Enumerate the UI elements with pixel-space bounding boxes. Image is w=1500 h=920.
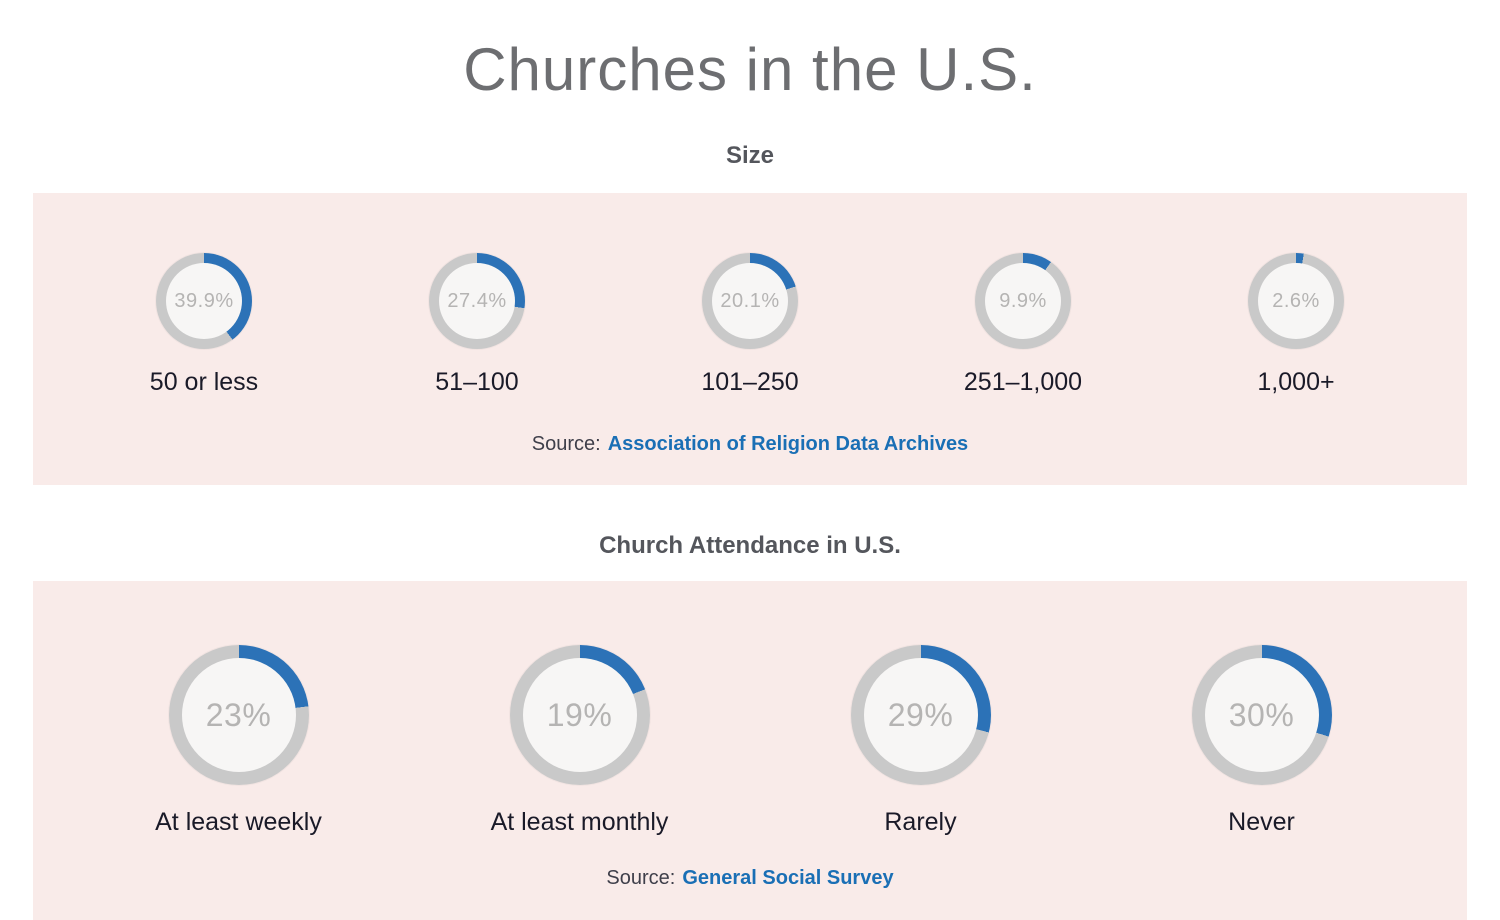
donut-hole: 19% xyxy=(522,658,637,772)
donut-hole: 2.6% xyxy=(1258,263,1334,339)
attendance-chart-band: 23% At least weekly 19% At least monthly 29%… xyxy=(33,581,1467,920)
donut-chart: 29% xyxy=(850,645,991,785)
donut-value: 9.9% xyxy=(999,289,1047,312)
donut-label: 51–100 xyxy=(435,368,519,396)
donut-hole: 30% xyxy=(1204,658,1319,772)
donut-label: Rarely xyxy=(884,808,957,836)
donut-item: 39.9% 50 or less xyxy=(68,253,341,397)
donut-hole: 29% xyxy=(863,658,978,772)
donut-chart: 30% xyxy=(1191,645,1332,785)
donut-hole: 39.9% xyxy=(166,263,242,339)
source-link-general-social-survey[interactable]: General Social Survey xyxy=(682,867,894,889)
donut-value: 2.6% xyxy=(1272,289,1320,312)
donut-item: 23% At least weekly xyxy=(68,645,409,837)
donut-chart: 19% xyxy=(509,645,650,785)
donut-chart: 2.6% xyxy=(1248,253,1344,349)
attendance-donut-row: 23% At least weekly 19% At least monthly 29%… xyxy=(33,581,1467,837)
donut-label: 50 or less xyxy=(149,368,259,396)
source-prefix: Source: xyxy=(531,433,601,455)
donut-label: At least monthly xyxy=(490,808,669,836)
source-link-association-of-religion-data-archives[interactable]: Association of Religion Data Archives xyxy=(607,433,969,455)
donut-hole: 9.9% xyxy=(985,263,1061,339)
donut-item: 19% At least monthly xyxy=(409,645,750,837)
donut-value: 39.9% xyxy=(174,289,234,312)
donut-label: 1,000+ xyxy=(1257,368,1335,396)
donut-chart: 9.9% xyxy=(975,253,1071,349)
section-heading-size: Size xyxy=(725,142,775,169)
donut-item: 9.9% 251–1,000 xyxy=(887,253,1160,397)
donut-chart: 27.4% xyxy=(429,253,525,349)
page-title: Churches in the U.S. xyxy=(463,36,1037,103)
donut-chart: 39.9% xyxy=(156,253,252,349)
donut-hole: 20.1% xyxy=(712,263,788,339)
donut-value: 29% xyxy=(887,696,954,733)
donut-item: 29% Rarely xyxy=(750,645,1091,837)
source-prefix: Source: xyxy=(606,867,676,889)
size-source-line: Source: Association of Religion Data Arch… xyxy=(33,433,1467,456)
donut-item: 20.1% 101–250 xyxy=(614,253,887,397)
donut-value: 23% xyxy=(205,696,272,733)
donut-label: Never xyxy=(1228,808,1295,836)
donut-label: 251–1,000 xyxy=(963,368,1083,396)
donut-chart: 20.1% xyxy=(702,253,798,349)
size-donut-row: 39.9% 50 or less 27.4% 51–100 20.1% 101–250 9.… xyxy=(33,193,1467,397)
donut-chart: 23% xyxy=(168,645,309,785)
donut-value: 20.1% xyxy=(720,289,780,312)
donut-value: 30% xyxy=(1228,696,1295,733)
donut-item: 2.6% 1,000+ xyxy=(1160,253,1433,397)
size-chart-band: 39.9% 50 or less 27.4% 51–100 20.1% 101–250 9.… xyxy=(33,193,1467,485)
donut-item: 30% Never xyxy=(1091,645,1432,837)
section-heading-attendance: Church Attendance in U.S. xyxy=(599,532,901,559)
attendance-source-line: Source: General Social Survey xyxy=(33,867,1467,890)
donut-value: 19% xyxy=(546,696,613,733)
donut-label: At least weekly xyxy=(155,808,322,836)
donut-hole: 23% xyxy=(181,658,296,772)
donut-hole: 27.4% xyxy=(439,263,515,339)
donut-label: 101–250 xyxy=(701,368,799,396)
donut-value: 27.4% xyxy=(447,289,507,312)
donut-item: 27.4% 51–100 xyxy=(341,253,614,397)
